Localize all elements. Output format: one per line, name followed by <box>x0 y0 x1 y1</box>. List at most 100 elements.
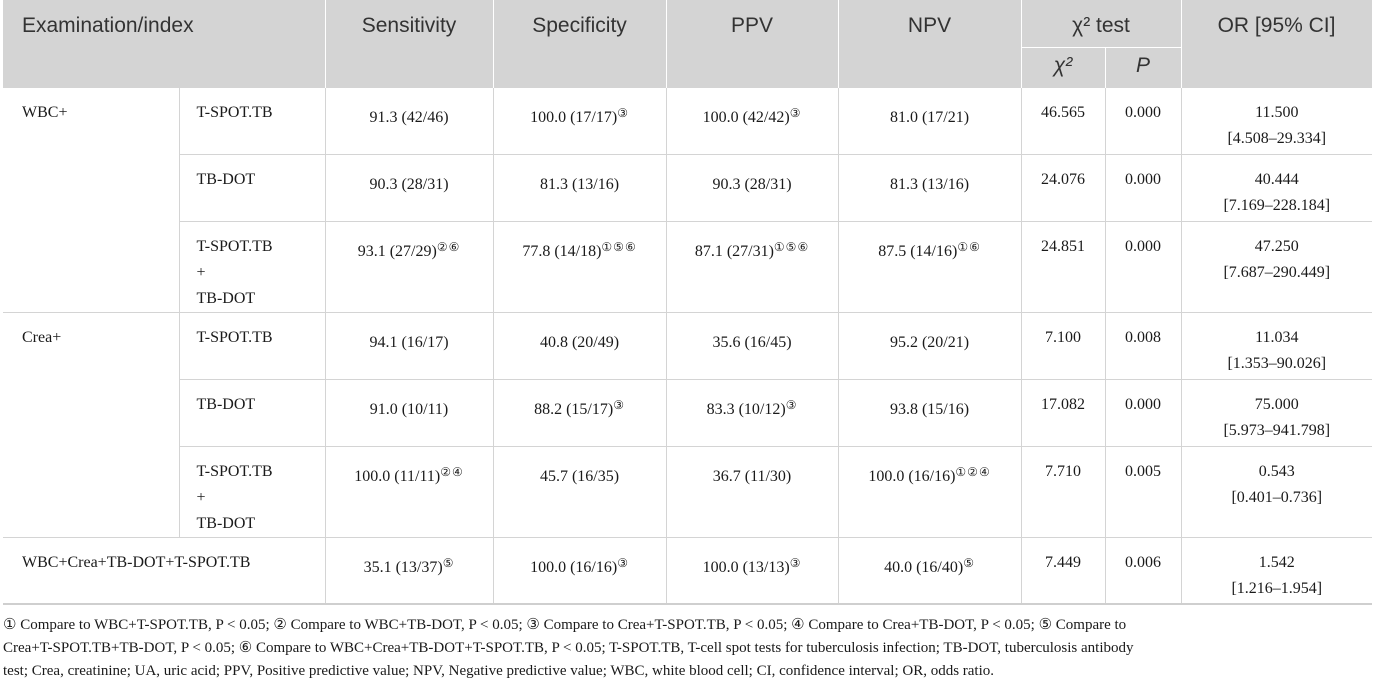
cell-p: 0.005 <box>1104 445 1182 538</box>
comparison-marker: ③ <box>789 555 802 570</box>
method-line: T-SPOT.TB <box>196 237 273 255</box>
cell-sensitivity: 90.3 (28/31) <box>324 153 494 222</box>
cell-npv-value: 81.0 (17/21) <box>889 108 970 126</box>
ci-value: [4.508–29.334] <box>1227 129 1327 147</box>
method-line: + <box>196 263 206 281</box>
method-label: T-SPOT.TB <box>178 311 326 380</box>
cell-sensitivity-value: 93.1 (27/29) <box>357 242 437 260</box>
cell-chi2: 7.100 <box>1020 311 1106 380</box>
cell-npv-value: 100.0 (16/16) <box>868 467 956 485</box>
comparison-marker: ③ <box>617 555 629 570</box>
or-value: 1.542 <box>1258 553 1295 571</box>
cell-npv-value: 87.5 (14/16) <box>878 242 958 260</box>
cell-chi2: 46.565 <box>1020 86 1106 155</box>
cell-ppv: 36.7 (11/30) <box>665 445 839 538</box>
cell-sensitivity: 93.1 (27/29)②⑥ <box>324 220 494 313</box>
table-row-combined: WBC+Crea+TB-DOT+T-SPOT.TB 35.1 (13/37)⑤ 10… <box>3 536 1373 605</box>
table-body: WBC+ T-SPOT.TB 91.3 (42/46) 100.0 (17/17)③ 1… <box>3 86 1373 605</box>
cell-npv: 81.0 (17/21) <box>837 86 1022 155</box>
cell-sensitivity-value: 90.3 (28/31) <box>369 175 449 193</box>
ci-value: [0.401–0.736] <box>1231 488 1323 506</box>
header-specificity: Specificity <box>492 0 667 87</box>
or-value: 40.444 <box>1254 170 1299 188</box>
comparison-marker: ①⑤⑥ <box>601 239 637 254</box>
cell-ppv: 100.0 (13/13)③ <box>665 536 839 605</box>
cell-npv-value: 95.2 (20/21) <box>889 333 970 351</box>
cell-sensitivity: 100.0 (11/11)②④ <box>324 445 494 538</box>
cell-ppv: 35.6 (16/45) <box>665 311 839 380</box>
comparison-marker: ①②④ <box>955 464 991 479</box>
cell-or-ci: 11.500 [4.508–29.334] <box>1180 86 1373 155</box>
method-label: T-SPOT.TB + TB-DOT <box>178 220 326 313</box>
subheader-row: χ² P <box>3 47 1372 87</box>
cell-ppv: 87.1 (27/31)①⑤⑥ <box>665 220 839 313</box>
cell-specificity: 100.0 (17/17)③ <box>492 86 667 155</box>
cell-specificity: 40.8 (20/49) <box>492 311 667 380</box>
cell-specificity-value: 100.0 (17/17) <box>530 108 618 126</box>
method-line: + <box>196 488 206 506</box>
header-sensitivity: Sensitivity <box>324 0 494 87</box>
cell-ppv-value: 100.0 (13/13) <box>702 558 790 576</box>
cell-specificity: 81.3 (13/16) <box>492 153 667 222</box>
cell-sensitivity-value: 100.0 (11/11) <box>354 467 441 485</box>
cell-chi2: 7.449 <box>1020 536 1106 605</box>
combined-label: WBC+Crea+TB-DOT+T-SPOT.TB <box>3 536 326 605</box>
cell-specificity-value: 45.7 (16/35) <box>539 467 620 485</box>
cell-npv: 95.2 (20/21) <box>837 311 1022 380</box>
or-value: 0.543 <box>1258 462 1295 480</box>
cell-ppv-value: 35.6 (16/45) <box>712 333 792 351</box>
header-ppv: PPV <box>665 0 839 87</box>
comparison-marker: ⑤ <box>442 555 455 570</box>
comparison-marker: ②⑥ <box>436 239 461 254</box>
or-value: 47.250 <box>1254 237 1299 255</box>
ci-value: [7.169–228.184] <box>1223 196 1331 214</box>
cell-npv-value: 81.3 (13/16) <box>889 175 970 193</box>
cell-sensitivity: 91.3 (42/46) <box>324 86 494 155</box>
cell-or-ci: 47.250 [7.687–290.449] <box>1180 220 1373 313</box>
header-row: Examination/index Sensitivity Specificit… <box>3 0 1373 87</box>
table-row: TB-DOT 90.3 (28/31) 81.3 (13/16) 90.3 (28/3… <box>3 153 1373 222</box>
cell-specificity-value: 88.2 (15/17) <box>534 400 614 418</box>
ci-value: [7.687–290.449] <box>1223 263 1331 281</box>
cell-sensitivity-value: 94.1 (16/17) <box>369 333 449 351</box>
or-value: 11.500 <box>1255 103 1299 121</box>
cell-ppv-value: 90.3 (28/31) <box>712 175 792 193</box>
cell-or-ci: 11.034 [1.353–90.026] <box>1180 311 1373 380</box>
comparison-marker: ①⑥ <box>957 239 981 254</box>
cell-p: 0.000 <box>1104 220 1182 313</box>
cell-chi2: 24.076 <box>1020 153 1106 222</box>
cell-sensitivity-value: 35.1 (13/37) <box>363 558 443 576</box>
ci-value: [1.216–1.954] <box>1231 579 1323 597</box>
comparison-marker: ②④ <box>440 464 464 479</box>
cell-specificity: 100.0 (16/16)③ <box>492 536 667 605</box>
cell-npv: 40.0 (16/40)⑤ <box>837 536 1022 605</box>
cell-specificity-value: 77.8 (14/18) <box>522 242 602 260</box>
footnote: ① Compare to WBC+T-SPOT.TB, P < 0.05; ② … <box>3 614 1369 683</box>
header-npv: NPV <box>837 0 1022 87</box>
footnote-line: test; Crea, creatinine; UA, uric acid; P… <box>3 663 995 679</box>
cell-npv: 81.3 (13/16) <box>837 153 1022 222</box>
cell-specificity-value: 40.8 (20/49) <box>539 333 620 351</box>
header-chi2-test: χ² test <box>1020 0 1182 48</box>
method-line: TB-DOT <box>196 289 256 307</box>
comparison-marker: ③ <box>617 105 629 120</box>
group-label: Crea+ <box>3 311 180 538</box>
cell-ppv-value: 36.7 (11/30) <box>712 467 792 485</box>
comparison-marker: ③ <box>613 397 625 412</box>
cell-specificity: 88.2 (15/17)③ <box>492 378 667 447</box>
cell-npv: 100.0 (16/16)①②④ <box>837 445 1022 538</box>
cell-chi2: 17.082 <box>1020 378 1106 447</box>
method-label: T-SPOT.TB + TB-DOT <box>178 445 326 538</box>
method-line: T-SPOT.TB <box>196 103 273 121</box>
cell-specificity-value: 100.0 (16/16) <box>530 558 618 576</box>
cell-chi2: 24.851 <box>1020 220 1106 313</box>
comparison-marker: ①⑤⑥ <box>773 239 810 254</box>
cell-ppv-value: 83.3 (10/12) <box>706 400 786 418</box>
cell-npv-value: 40.0 (16/40) <box>884 558 964 576</box>
cell-ppv-value: 87.1 (27/31) <box>694 242 774 260</box>
method-label: TB-DOT <box>178 153 326 222</box>
results-table: Examination/index Sensitivity Specificit… <box>3 0 1373 605</box>
comparison-marker: ⑤ <box>963 555 975 570</box>
table-row: T-SPOT.TB + TB-DOT 100.0 (11/11)②④ 45.7 (16/… <box>3 445 1373 538</box>
